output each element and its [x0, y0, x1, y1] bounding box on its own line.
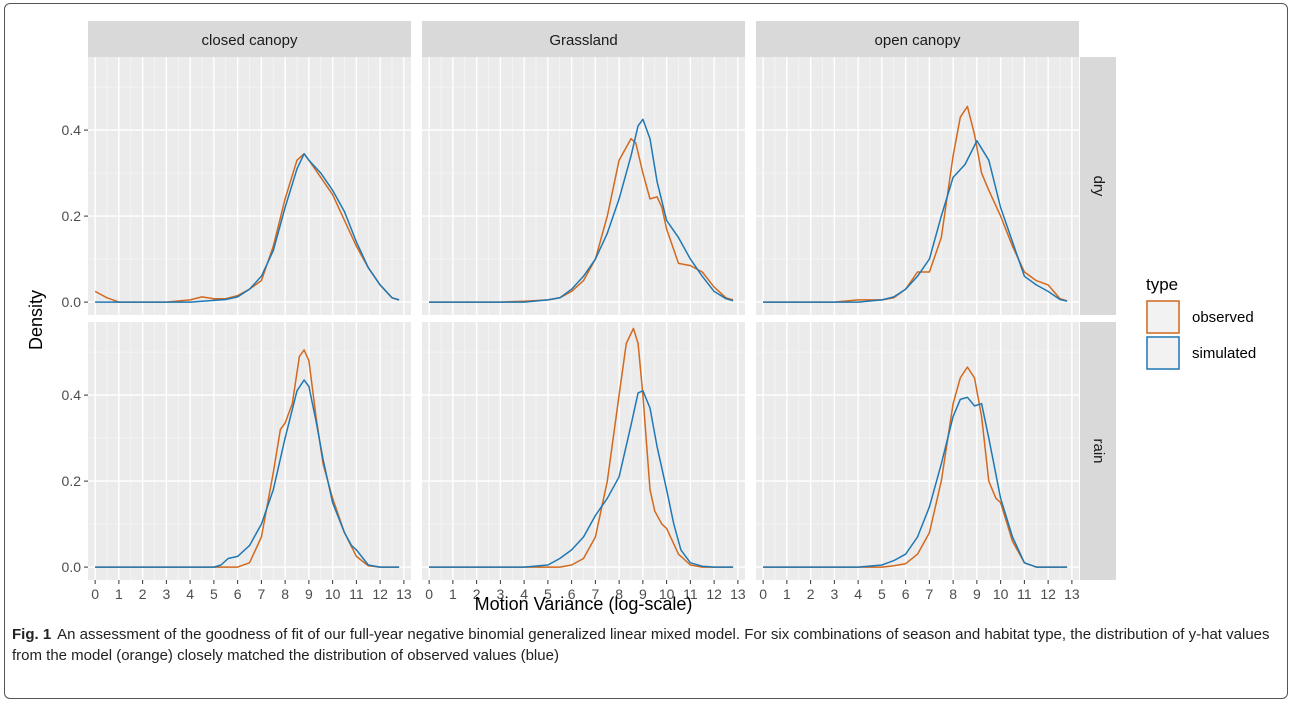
- legend-key-background: [1146, 300, 1180, 334]
- series-line-simulated: [763, 140, 1068, 303]
- x-tick-label: 5: [210, 586, 218, 602]
- column-strip: [88, 21, 411, 57]
- x-tick-label: 8: [281, 586, 289, 602]
- x-tick-label: 12: [372, 586, 388, 602]
- x-tick-label: 12: [1040, 586, 1056, 602]
- x-tick-label: 13: [1064, 586, 1080, 602]
- x-tick-label: 1: [449, 586, 457, 602]
- y-tick-label: 0.0: [62, 294, 82, 310]
- x-tick-label: 9: [973, 586, 981, 602]
- x-tick-label: 9: [305, 586, 313, 602]
- column-strip-label: open canopy: [875, 32, 961, 49]
- x-tick-label: 4: [854, 586, 862, 602]
- series-line-simulated: [763, 396, 1068, 568]
- x-tick-label: 9: [639, 586, 647, 602]
- x-tick-label: 1: [783, 586, 791, 602]
- caption-label: Fig. 1: [12, 626, 52, 643]
- x-tick-label: 6: [568, 586, 576, 602]
- faceted-density-chart: closed canopy Grassland open canopy dry rain…: [26, 21, 1256, 614]
- x-tick-label: 2: [139, 586, 147, 602]
- figure-frame: [4, 3, 1288, 699]
- legend-title: type: [1146, 275, 1178, 294]
- x-tick-label: 0: [425, 586, 433, 602]
- y-tick-label: 0.4: [62, 122, 82, 138]
- legend-key-swatch: [1146, 300, 1180, 334]
- series-line-simulated: [95, 379, 400, 568]
- series-line-simulated: [429, 390, 734, 568]
- column-strip: [756, 21, 1079, 57]
- series-line-observed: [763, 105, 1068, 303]
- x-tick-label: 2: [473, 586, 481, 602]
- y-tick-label: 0.2: [62, 473, 82, 489]
- series-line-simulated: [95, 153, 400, 303]
- y-tick-label: 0.4: [62, 387, 82, 403]
- column-strip: [422, 21, 745, 57]
- x-tick-label: 3: [496, 586, 504, 602]
- row-strip: [1080, 57, 1116, 315]
- row-strip: [1080, 322, 1116, 580]
- legend-key-background: [1146, 336, 1180, 370]
- caption-text: An assessment of the goodness of fit of …: [12, 626, 1270, 664]
- legend-entry-label: observed: [1192, 309, 1254, 326]
- y-axis-title: Density: [26, 290, 46, 350]
- legend-entry-label: simulated: [1192, 345, 1256, 362]
- x-tick-label: 11: [683, 586, 698, 602]
- column-strip-label: closed canopy: [202, 32, 298, 49]
- x-tick-label: 11: [1017, 586, 1032, 602]
- legend-key-swatch: [1146, 336, 1180, 370]
- x-tick-label: 4: [186, 586, 194, 602]
- y-tick-label: 0.0: [62, 559, 82, 575]
- y-tick-label: 0.2: [62, 208, 82, 224]
- x-tick-label: 10: [325, 586, 341, 602]
- row-strip-label: dry: [1090, 176, 1107, 197]
- x-tick-label: 13: [396, 586, 412, 602]
- x-tick-label: 0: [91, 586, 99, 602]
- x-axis-title: Motion Variance (log-scale): [475, 594, 693, 614]
- x-tick-label: 2: [807, 586, 815, 602]
- x-tick-label: 1: [115, 586, 123, 602]
- x-tick-label: 12: [706, 586, 722, 602]
- x-tick-label: 10: [993, 586, 1009, 602]
- x-tick-label: 3: [830, 586, 838, 602]
- x-tick-label: 3: [162, 586, 170, 602]
- x-tick-label: 8: [615, 586, 623, 602]
- x-tick-label: 13: [730, 586, 746, 602]
- x-tick-label: 8: [949, 586, 957, 602]
- x-tick-label: 6: [234, 586, 242, 602]
- x-tick-label: 5: [878, 586, 886, 602]
- x-tick-label: 5: [544, 586, 552, 602]
- series-line-observed: [429, 137, 734, 303]
- x-tick-label: 7: [925, 586, 933, 602]
- x-tick-label: 10: [659, 586, 675, 602]
- row-strip-label: rain: [1090, 438, 1107, 463]
- x-tick-label: 4: [520, 586, 528, 602]
- x-tick-label: 11: [349, 586, 364, 602]
- column-strip-label: Grassland: [549, 32, 617, 49]
- x-tick-label: 0: [759, 586, 767, 602]
- figure-caption: Fig. 1 An assessment of the goodness of f…: [12, 624, 1278, 666]
- x-tick-label: 7: [591, 586, 599, 602]
- x-tick-label: 7: [257, 586, 265, 602]
- series-line-simulated: [429, 118, 734, 303]
- x-tick-label: 6: [902, 586, 910, 602]
